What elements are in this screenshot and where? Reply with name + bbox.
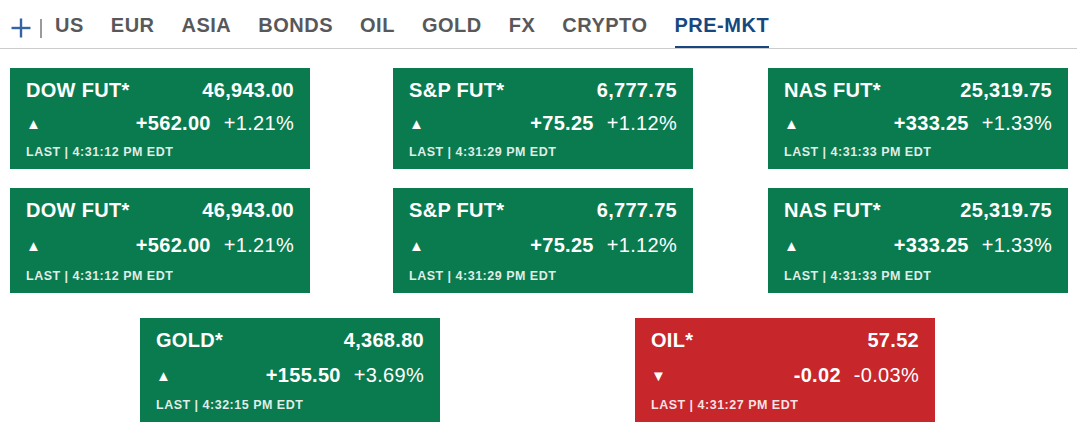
quote-card-sp-fut-2[interactable]: S&P FUT* 6,777.75 ▲ +75.25 +1.12% LAST | 4:… (393, 188, 693, 293)
quote-card-sp-fut[interactable]: S&P FUT* 6,777.75 ▲ +75.25 +1.12% LAST | 4:… (393, 68, 693, 169)
change-percent: +1.12% (607, 234, 677, 257)
last-timestamp: LAST | 4:31:12 PM EDT (26, 145, 294, 159)
change-value: +562.00 (136, 112, 211, 135)
tab-asia[interactable]: ASIA (182, 8, 232, 49)
symbol-label: NAS FUT* (784, 199, 881, 222)
up-triangle-icon: ▲ (784, 238, 799, 253)
add-ticker-button[interactable] (8, 15, 34, 41)
tab-oil[interactable]: OIL (360, 8, 395, 49)
quote-card-oil[interactable]: OIL* 57.52 ▼ -0.02 -0.03% LAST | 4:31:27 PM… (635, 318, 935, 422)
price-value: 57.52 (867, 329, 919, 352)
symbol-label: S&P FUT* (409, 199, 504, 222)
quote-card-gold[interactable]: GOLD* 4,368.80 ▲ +155.50 +3.69% LAST | 4:32… (140, 318, 440, 422)
change-percent: +1.21% (224, 234, 294, 257)
up-triangle-icon: ▲ (784, 116, 799, 131)
change-percent: +1.12% (607, 112, 677, 135)
change-value: +333.25 (894, 234, 969, 257)
last-timestamp: LAST | 4:31:33 PM EDT (784, 269, 1052, 283)
price-value: 25,319.75 (960, 79, 1052, 102)
symbol-label: NAS FUT* (784, 79, 881, 102)
tab-bonds[interactable]: BONDS (258, 8, 333, 49)
symbol-label: OIL* (651, 329, 693, 352)
change-value: -0.02 (794, 364, 841, 387)
nav-bottom-divider (0, 48, 1077, 49)
last-timestamp: LAST | 4:31:29 PM EDT (409, 269, 677, 283)
tab-eur[interactable]: EUR (111, 8, 155, 49)
quote-card-nas-fut-2[interactable]: NAS FUT* 25,319.75 ▲ +333.25 +1.33% LAST | … (768, 188, 1068, 293)
nav-vertical-divider (40, 19, 42, 38)
tab-us[interactable]: US (55, 8, 84, 49)
symbol-label: DOW FUT* (26, 79, 130, 102)
change-value: +562.00 (136, 234, 211, 257)
quote-card-dow-fut-2[interactable]: DOW FUT* 46,943.00 ▲ +562.00 +1.21% LAST | … (10, 188, 310, 293)
quote-card-dow-fut[interactable]: DOW FUT* 46,943.00 ▲ +562.00 +1.21% LAST | … (10, 68, 310, 169)
down-triangle-icon: ▼ (651, 368, 666, 383)
change-value: +155.50 (266, 364, 341, 387)
quote-card-nas-fut[interactable]: NAS FUT* 25,319.75 ▲ +333.25 +1.33% LAST | … (768, 68, 1068, 169)
price-value: 46,943.00 (202, 199, 294, 222)
price-value: 4,368.80 (344, 329, 424, 352)
price-value: 46,943.00 (202, 79, 294, 102)
last-timestamp: LAST | 4:32:15 PM EDT (156, 398, 424, 412)
pre-market-futures-panel: US EUR ASIA BONDS OIL GOLD FX CRYPTO PRE… (0, 0, 1077, 435)
change-value: +75.25 (530, 234, 594, 257)
price-value: 6,777.75 (597, 199, 677, 222)
symbol-label: GOLD* (156, 329, 223, 352)
up-triangle-icon: ▲ (409, 238, 424, 253)
plus-icon (9, 16, 33, 40)
last-timestamp: LAST | 4:31:27 PM EDT (651, 398, 919, 412)
change-percent: +3.69% (354, 364, 424, 387)
tab-fx[interactable]: FX (509, 8, 536, 49)
change-value: +333.25 (894, 112, 969, 135)
last-timestamp: LAST | 4:31:12 PM EDT (26, 269, 294, 283)
up-triangle-icon: ▲ (26, 238, 41, 253)
symbol-label: S&P FUT* (409, 79, 504, 102)
tab-crypto[interactable]: CRYPTO (562, 8, 647, 49)
change-percent: +1.33% (982, 112, 1052, 135)
change-percent: +1.21% (224, 112, 294, 135)
market-tabs-bar: US EUR ASIA BONDS OIL GOLD FX CRYPTO PRE… (8, 8, 796, 48)
change-value: +75.25 (530, 112, 594, 135)
up-triangle-icon: ▲ (26, 116, 41, 131)
symbol-label: DOW FUT* (26, 199, 130, 222)
tab-gold[interactable]: GOLD (422, 8, 482, 49)
up-triangle-icon: ▲ (156, 368, 171, 383)
price-value: 25,319.75 (960, 199, 1052, 222)
change-percent: -0.03% (854, 364, 919, 387)
change-percent: +1.33% (982, 234, 1052, 257)
price-value: 6,777.75 (597, 79, 677, 102)
up-triangle-icon: ▲ (409, 116, 424, 131)
tab-pre-mkt[interactable]: PRE-MKT (675, 8, 770, 49)
last-timestamp: LAST | 4:31:29 PM EDT (409, 145, 677, 159)
last-timestamp: LAST | 4:31:33 PM EDT (784, 145, 1052, 159)
